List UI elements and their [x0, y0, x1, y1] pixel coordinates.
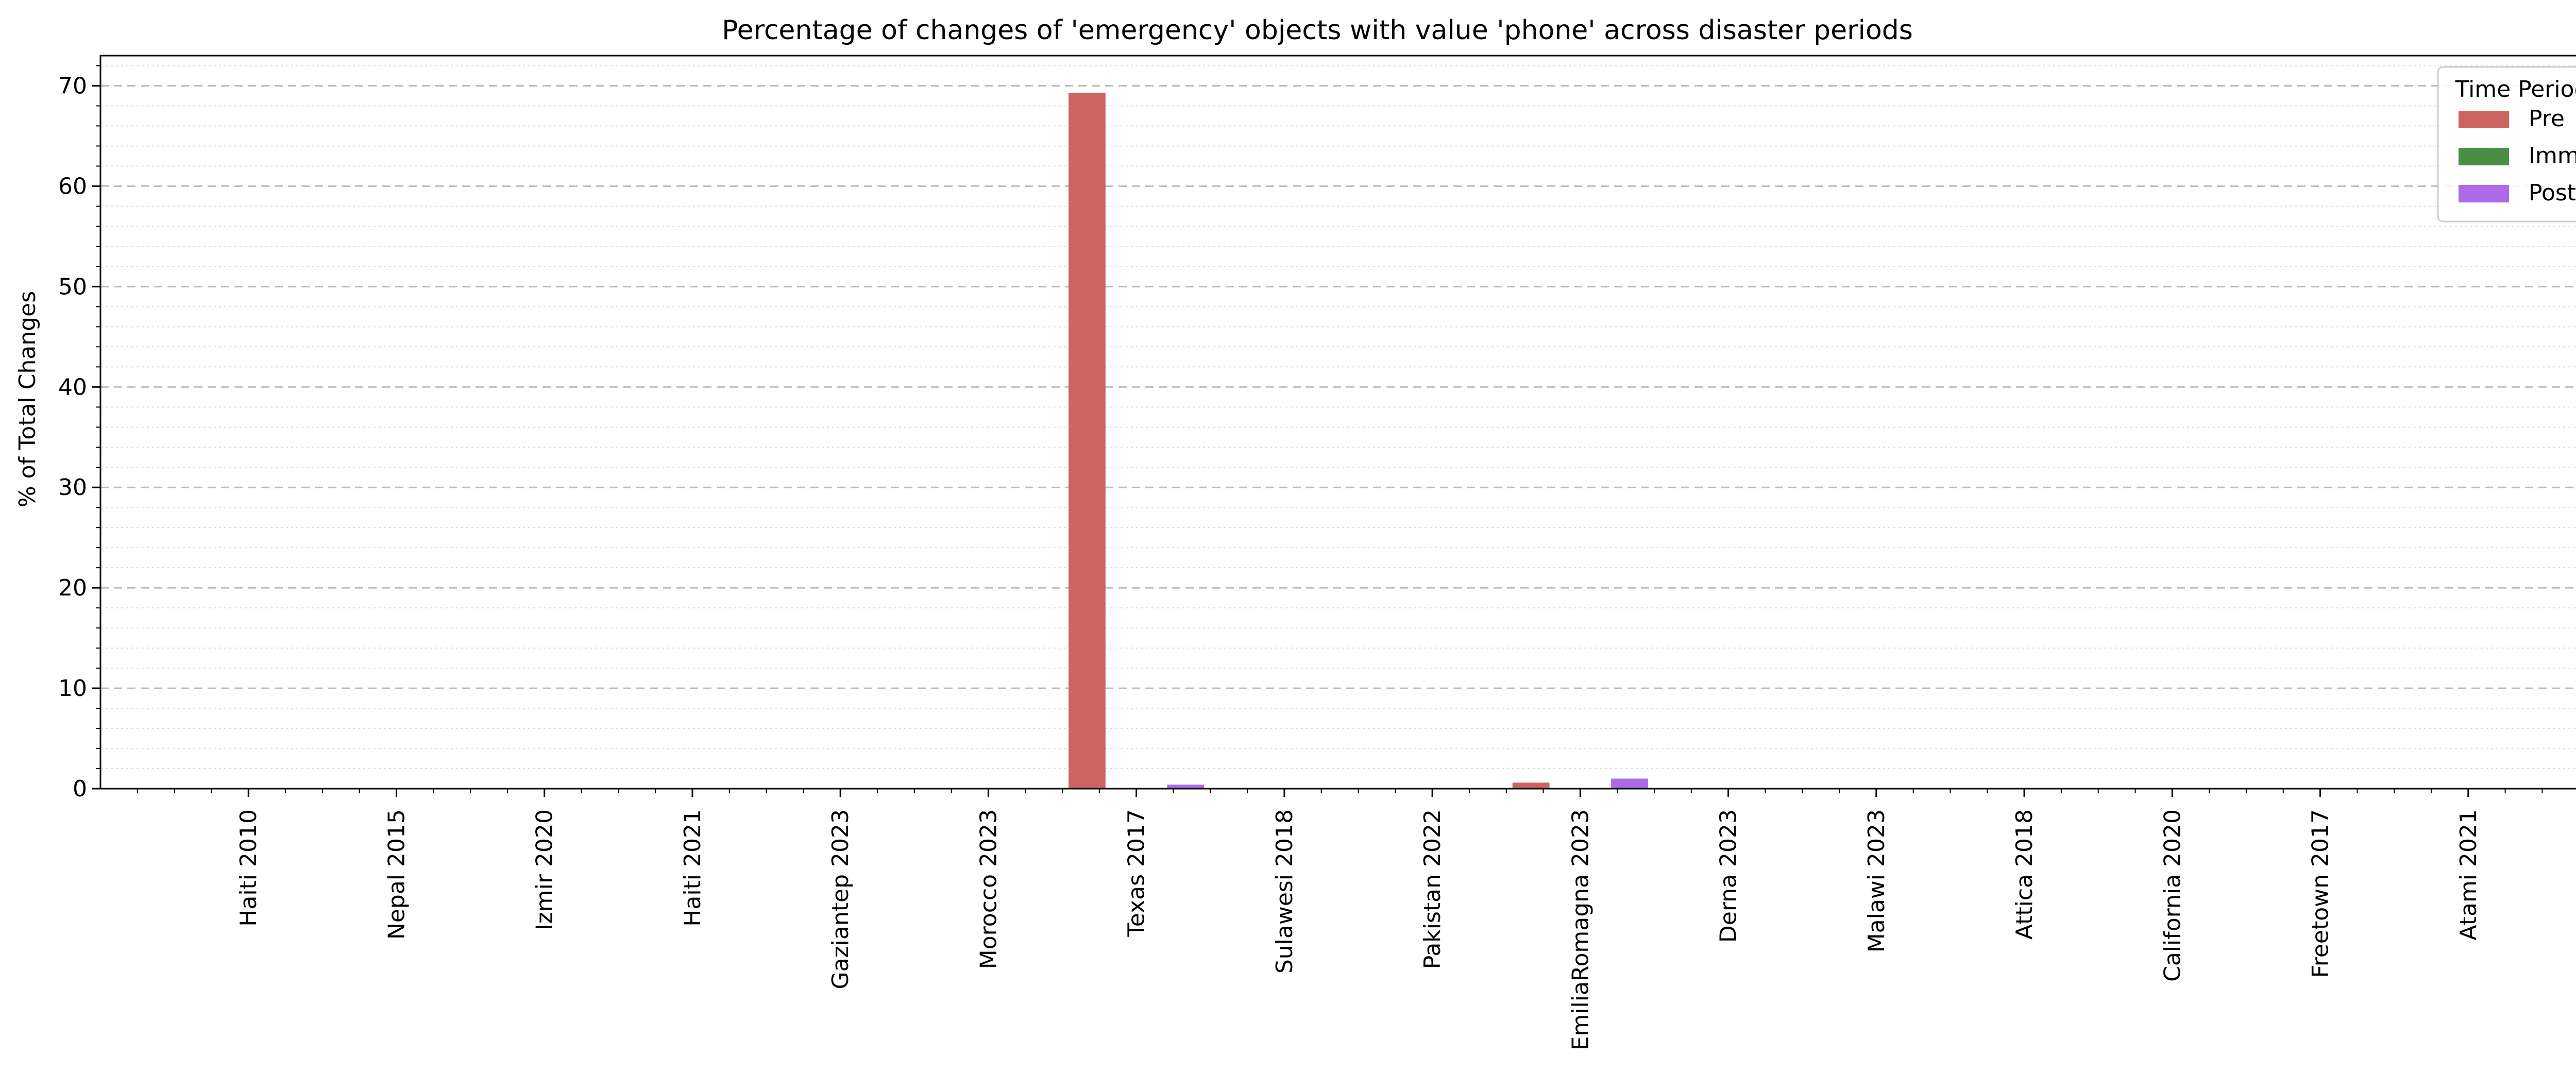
legend-label-post: Post — [2529, 180, 2576, 206]
bar-post — [1167, 785, 1205, 789]
legend-label-pre: Pre — [2529, 106, 2565, 132]
x-tick-label: California 2020 — [2159, 809, 2185, 982]
legend-label-imm: Imm — [2529, 143, 2576, 169]
ticks: 0 10 20 30 40 50 60 70 Haiti 2010 Nepal 2015 Izmir… — [58, 65, 2543, 1050]
y-tick-label: 0 — [73, 776, 87, 802]
y-tick-label: 10 — [58, 675, 87, 702]
x-tick-label: Pakistan 2022 — [1419, 809, 1446, 969]
y-tick-label: 30 — [58, 474, 87, 501]
grid-lines — [100, 65, 2576, 770]
x-tick-label: Malawi 2023 — [1863, 809, 1890, 952]
y-tick-label: 20 — [58, 575, 87, 601]
y-tick-label: 50 — [58, 274, 87, 300]
bar-post — [1611, 778, 1649, 789]
x-tick-label: Morocco 2023 — [975, 809, 1002, 969]
x-tick-label: Texas 2017 — [1124, 809, 1150, 938]
x-tick-label: Gaziantep 2023 — [827, 809, 854, 989]
legend: Time Period Pre Imm Post — [2437, 66, 2576, 223]
y-axis-label: % of Total Changes — [14, 291, 41, 507]
x-tick-label: Haiti 2010 — [235, 809, 262, 927]
y-tick-label: 70 — [58, 73, 87, 99]
x-tick-label: Haiti 2021 — [680, 809, 706, 927]
legend-swatch-imm — [2459, 148, 2509, 165]
bar-pre — [1512, 782, 1550, 789]
x-tick-label: Nepal 2015 — [383, 809, 410, 940]
x-tick-label: Freetown 2017 — [2308, 809, 2334, 978]
y-tick-label: 40 — [58, 374, 87, 400]
x-tick-label: Sulawesi 2018 — [1272, 809, 1298, 974]
x-tick-label: Attica 2018 — [2011, 809, 2038, 940]
legend-swatch-pre — [2459, 111, 2509, 128]
legend-swatch-post — [2459, 185, 2509, 202]
x-tick-label: Atami 2021 — [2455, 809, 2482, 941]
chart-title: Percentage of changes of 'emergency' obj… — [722, 15, 1913, 46]
legend-items: Pre Imm Post — [2459, 106, 2576, 206]
legend-frame — [2437, 66, 2576, 223]
x-tick-label: Izmir 2020 — [532, 809, 558, 930]
bar-pre — [1068, 93, 1106, 789]
x-tick-label: Derna 2023 — [1716, 809, 1742, 943]
bars — [1068, 93, 1649, 789]
y-tick-label: 60 — [58, 173, 87, 199]
legend-title: Time Period — [2455, 76, 2576, 103]
x-tick-label: EmiliaRomagna 2023 — [1567, 809, 1594, 1050]
